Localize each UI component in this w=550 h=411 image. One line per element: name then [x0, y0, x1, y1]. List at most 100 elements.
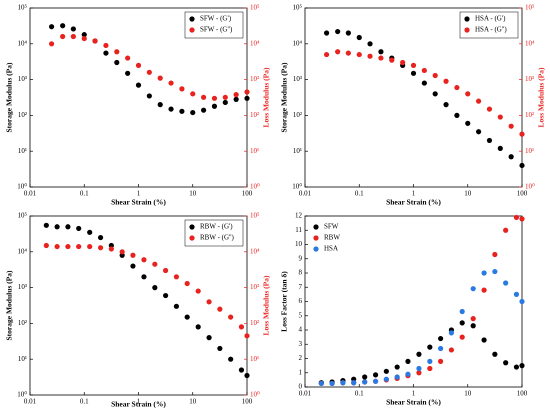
data-point: [222, 94, 228, 100]
data-point: [70, 26, 76, 32]
data-point: [60, 23, 66, 29]
y2-tick-label: 10³: [525, 75, 534, 83]
data-point: [54, 224, 60, 230]
data-point: [173, 274, 180, 280]
data-point: [125, 55, 131, 61]
data-point: [146, 93, 152, 99]
data-point: [416, 365, 422, 372]
y2-axis-label: Loss Modulus (Pa): [262, 67, 271, 128]
data-point: [97, 245, 104, 251]
data-point: [152, 285, 158, 291]
data-point: [367, 41, 373, 47]
y-axis-label: Storage Modulus (Pa): [280, 62, 289, 133]
data-point: [519, 162, 525, 169]
y2-tick-label: 10¹: [525, 147, 534, 155]
y2-tick-label: 10²: [250, 111, 259, 119]
data-point: [351, 376, 357, 382]
y-tick-label: 10⁴: [18, 39, 28, 47]
data-point: [152, 261, 158, 267]
data-point: [416, 370, 422, 376]
data-point: [508, 123, 514, 129]
data-point: [238, 367, 245, 373]
y2-tick-label: 10⁴: [250, 39, 260, 47]
y2-tick-label: 10³: [250, 283, 259, 291]
data-point: [114, 59, 120, 66]
y-tick-label: 10¹: [18, 147, 27, 155]
x-tick-label: 0.1: [80, 190, 89, 198]
data-point: [92, 38, 98, 44]
data-point: [503, 280, 509, 286]
y2-tick-label: 10⁴: [525, 39, 535, 47]
data-point: [465, 120, 471, 126]
legend-label: HSA - (G''): [475, 26, 507, 34]
data-point: [206, 299, 212, 305]
x-tick-label: 10: [464, 190, 472, 198]
data-point: [432, 91, 438, 97]
data-point: [244, 89, 250, 95]
data-point: [103, 42, 109, 49]
x-tick-label: 100: [517, 190, 528, 198]
y-tick-label: 10¹: [293, 147, 302, 155]
data-point: [400, 59, 406, 66]
data-point: [492, 268, 498, 275]
data-point: [81, 35, 87, 42]
data-point: [244, 333, 250, 339]
data-point: [211, 103, 218, 109]
data-point: [416, 351, 422, 357]
data-point: [497, 145, 503, 151]
y-tick-label: 6: [299, 297, 303, 305]
x-tick-label: 100: [242, 190, 253, 198]
y2-tick-label: 10⁰: [250, 391, 260, 399]
legend-label: HSA - (G'): [475, 15, 506, 23]
data-point: [513, 214, 520, 221]
data-point: [201, 94, 207, 100]
data-point: [378, 49, 384, 55]
data-point: [335, 28, 341, 35]
y-tick-label: 10²: [18, 111, 27, 119]
data-point: [427, 358, 433, 364]
data-point: [228, 356, 234, 362]
data-point: [383, 368, 389, 374]
data-point: [465, 91, 471, 97]
data-point: [432, 72, 438, 79]
data-point: [519, 131, 525, 137]
data-point: [470, 286, 476, 292]
data-point: [195, 324, 201, 330]
y2-tick-label: 10⁰: [525, 183, 535, 191]
x-tick-label: 10: [189, 190, 197, 198]
data-point: [362, 374, 368, 380]
data-point: [329, 380, 335, 387]
data-point: [157, 102, 163, 108]
data-point: [367, 53, 373, 59]
data-point: [130, 263, 136, 269]
y2-tick-label: 10⁵: [250, 4, 260, 12]
x-tick-label: 0.1: [355, 190, 364, 198]
y-tick-label: 9: [299, 254, 303, 262]
y-tick-label: 10: [295, 240, 303, 248]
data-point: [135, 62, 142, 68]
data-point: [481, 287, 487, 293]
data-point: [217, 306, 223, 312]
data-point: [372, 372, 379, 378]
y-tick-label: 2: [299, 354, 303, 362]
y-tick-label: 10³: [18, 283, 27, 291]
data-point: [233, 92, 239, 98]
data-point: [318, 380, 324, 387]
data-point: [448, 330, 455, 336]
y-tick-label: 10⁵: [293, 4, 303, 12]
data-point: [454, 84, 460, 91]
legend-label: SFW - (G'): [200, 15, 232, 23]
data-point: [438, 345, 444, 352]
data-point: [356, 51, 362, 58]
data-point: [486, 137, 493, 144]
x-tick-label: 100: [242, 398, 253, 406]
data-point: [65, 224, 71, 230]
legend-marker: [464, 16, 470, 22]
y2-tick-label: 10¹: [250, 147, 259, 155]
legend-label: RBW: [324, 234, 340, 242]
data-point: [372, 378, 379, 384]
data-point: [394, 364, 400, 370]
data-point: [60, 33, 66, 40]
y-tick-label: 5: [299, 311, 303, 319]
